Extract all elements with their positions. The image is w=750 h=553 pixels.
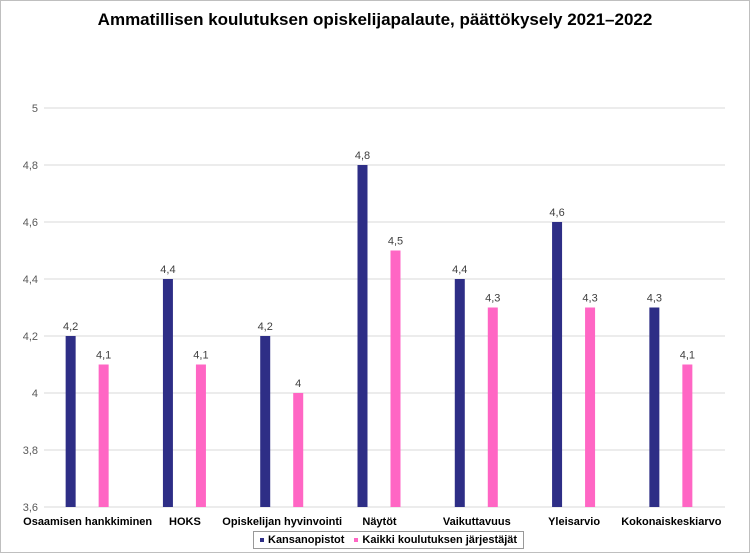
bar (293, 393, 304, 507)
data-label: 4,3 (485, 293, 500, 305)
data-label: 4,6 (549, 207, 564, 219)
x-tick-label: Näytöt (362, 516, 397, 528)
data-label: 4,1 (193, 350, 208, 362)
y-tick-label: 4,2 (23, 331, 38, 343)
y-tick-label: 4,8 (23, 160, 38, 172)
legend-label-kansanopistot: Kansanopistot (268, 534, 345, 546)
y-tick-label: 3,6 (23, 502, 38, 514)
legend-item-kaikki: Kaikki koulutuksen järjestäjät (354, 534, 517, 546)
x-tick-label: HOKS (169, 516, 201, 528)
bar (162, 279, 173, 507)
y-tick-label: 3,8 (23, 445, 38, 457)
y-tick-label: 4,6 (23, 217, 38, 229)
data-label: 4,2 (258, 321, 273, 333)
legend-item-kansanopistot: Kansanopistot (260, 534, 344, 546)
y-tick-label: 4 (32, 388, 38, 400)
legend-swatch-kansanopistot (260, 538, 264, 542)
bar (390, 250, 401, 507)
data-label: 4,4 (160, 264, 175, 276)
bar (649, 307, 660, 507)
data-label: 4,8 (355, 150, 370, 162)
bar (260, 336, 271, 507)
x-tick-label: Yleisarvio (548, 516, 600, 528)
legend-label-kaikki: Kaikki koulutuksen järjestäjät (362, 534, 518, 546)
bar (585, 307, 596, 507)
bar (65, 336, 76, 507)
bar (357, 165, 368, 507)
data-label: 4,2 (63, 321, 78, 333)
data-label: 4,3 (582, 293, 597, 305)
y-tick-label: 4,4 (23, 274, 38, 286)
data-label: 4,4 (452, 264, 467, 276)
bar (552, 222, 563, 507)
x-tick-label: Kokonaiskeskiarvo (621, 516, 722, 528)
bar (454, 279, 465, 507)
x-tick-label: Opiskelijan hyvinvointi (222, 516, 342, 528)
chart-title: Ammatillisen koulutuksen opiskelijapalau… (97, 10, 653, 29)
data-label: 4,1 (680, 350, 695, 362)
legend: Kansanopistot Kaikki koulutuksen järjest… (253, 531, 525, 549)
y-tick-label: 5 (32, 103, 38, 115)
legend-swatch-kaikki (354, 538, 359, 542)
bar (487, 307, 498, 507)
bar (98, 364, 109, 507)
data-label: 4,5 (388, 236, 403, 248)
x-tick-label: Vaikuttavuus (443, 516, 511, 528)
data-label: 4,3 (647, 293, 662, 305)
data-label: 4,1 (96, 350, 111, 362)
data-label: 4 (295, 378, 301, 390)
bar (682, 364, 693, 507)
x-tick-label: Osaamisen hankkiminen (23, 516, 152, 528)
bar (195, 364, 206, 507)
